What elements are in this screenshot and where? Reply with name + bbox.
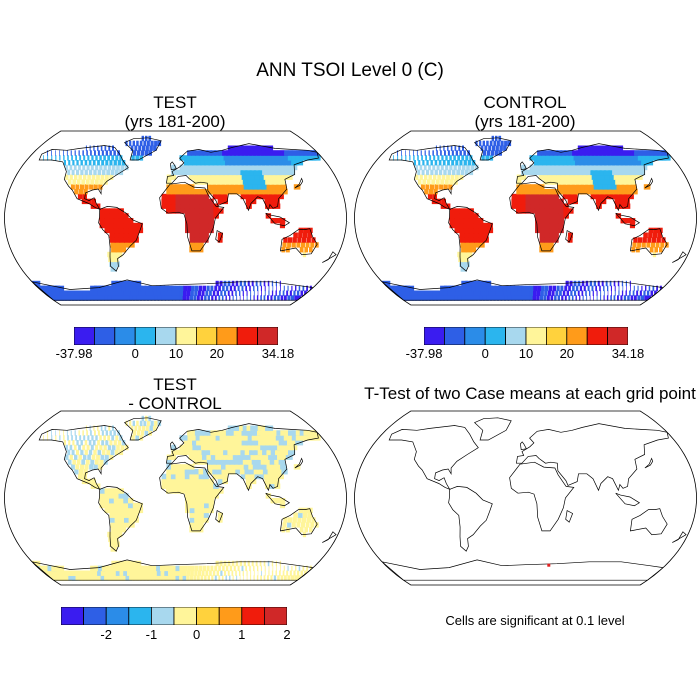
ttest-map: [354, 410, 697, 586]
colorbar-swatch: [61, 607, 85, 625]
colorbar-swatch: [134, 327, 157, 345]
colorbar-swatch: [484, 327, 507, 345]
control-title-line1: CONTROL: [483, 93, 567, 112]
control-colorbar-ticks: -37.98 0 10 20 34.18: [406, 346, 645, 364]
colorbar-swatch: [546, 327, 568, 345]
test-tick-label: 20: [209, 346, 225, 361]
colorbar-swatch: [586, 327, 608, 345]
difference-colorbar: [61, 607, 287, 625]
colorbar-swatch: [114, 327, 136, 345]
test-colorbar-ticks: -37.98 0 10 20 34.18: [56, 346, 295, 364]
colorbar-swatch: [607, 327, 628, 345]
colorbar-swatch: [257, 327, 278, 345]
diff-panel-title: TEST - CONTROL: [75, 375, 275, 413]
colorbar-swatch: [236, 327, 258, 345]
colorbar-swatch: [196, 607, 220, 625]
colorbar-swatch: [105, 607, 130, 625]
colorbar-swatch: [216, 327, 238, 345]
colorbar-swatch: [173, 607, 198, 625]
diff-tick-label: 2: [283, 627, 291, 642]
diff-title-line1: TEST: [153, 375, 197, 394]
test-title-line2: (yrs 181-200): [124, 112, 226, 131]
difference-map: [4, 410, 347, 586]
colorbar-swatch: [241, 607, 265, 625]
colorbar-swatch: [93, 327, 116, 345]
colorbar-swatch: [525, 327, 547, 345]
colorbar-swatch: [196, 327, 218, 345]
colorbar-swatch: [464, 327, 486, 345]
colorbar-swatch: [218, 607, 243, 625]
control-tick-label: -37.98: [405, 346, 443, 361]
colorbar-swatch: [443, 327, 466, 345]
control-map: [354, 130, 697, 306]
test-title-line1: TEST: [153, 93, 197, 112]
diff-tick-label: 0: [192, 627, 201, 642]
ttest-panel-title: T-Test of two Case means at each grid po…: [364, 384, 696, 403]
diff-tick-label: -2: [100, 627, 112, 642]
control-tick-label: 20: [559, 346, 575, 361]
test-tick-label: 34.18: [261, 346, 295, 361]
control-tick-label: 34.18: [611, 346, 645, 361]
control-panel-title: CONTROL (yrs 181-200): [425, 93, 625, 131]
colorbar-swatch: [263, 607, 287, 625]
figure-title: ANN TSOI Level 0 (C): [256, 60, 444, 81]
control-tick-label: 0: [481, 346, 489, 361]
significance-note: Cells are significant at 0.1 level: [445, 613, 625, 628]
diff-title-line2: - CONTROL: [128, 394, 222, 413]
control-tick-label: 10: [518, 346, 534, 361]
diff-tick-label: -1: [145, 627, 158, 642]
colorbar-swatch: [566, 327, 588, 345]
colorbar-swatch: [505, 327, 527, 345]
control-title-line2: (yrs 181-200): [474, 112, 576, 131]
colorbar-swatch: [128, 607, 152, 625]
test-colorbar: [74, 327, 278, 345]
colorbar-swatch: [151, 607, 175, 625]
colorbar-swatch: [74, 327, 95, 345]
test-tick-label: 10: [168, 346, 184, 361]
control-colorbar: [424, 327, 628, 345]
test-tick-label: 0: [131, 346, 139, 361]
difference-colorbar-ticks: -2 -1 0 1 2: [61, 627, 291, 645]
colorbar-swatch: [155, 327, 177, 345]
colorbar-swatch: [424, 327, 445, 345]
test-map: [4, 130, 347, 306]
colorbar-swatch: [83, 607, 107, 625]
diff-tick-label: 1: [238, 627, 246, 642]
colorbar-swatch: [175, 327, 197, 345]
test-panel-title: TEST (yrs 181-200): [75, 93, 275, 131]
test-tick-label: -37.98: [55, 346, 93, 361]
